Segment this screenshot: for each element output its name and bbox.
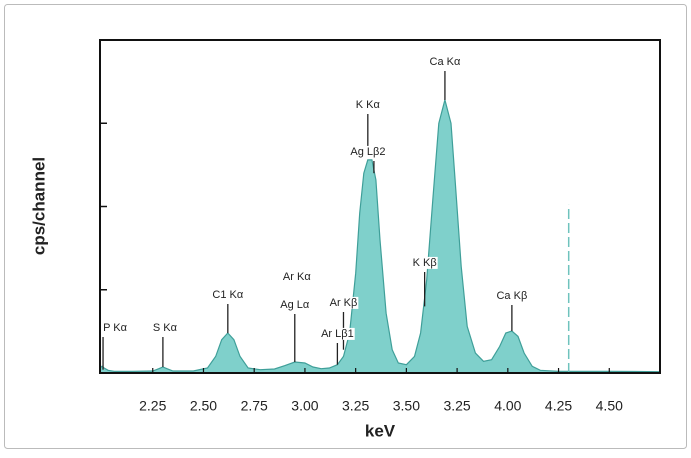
x-tick-label: 2.50 xyxy=(190,398,217,414)
annotation-bg xyxy=(354,98,382,111)
annotation-label: K Kβ xyxy=(413,257,437,269)
annotation-label: Ar Lβ1 xyxy=(321,328,354,340)
y-axis-label: cps/channel xyxy=(29,157,48,255)
x-tick-label: 4.00 xyxy=(494,398,521,414)
annotation-bg xyxy=(279,298,311,311)
annotation-bg xyxy=(151,321,179,334)
annotation-bg xyxy=(428,55,462,68)
x-tick-label: 4.50 xyxy=(596,398,623,414)
annotation-label: Ca Kβ xyxy=(496,290,527,302)
x-tick-label: 3.00 xyxy=(291,398,318,414)
spectrum-line xyxy=(99,97,661,373)
x-tick-label: 3.25 xyxy=(342,398,369,414)
annotation-label: Ar Kβ xyxy=(330,297,358,309)
x-tick-label: 3.50 xyxy=(393,398,420,414)
annotation-bg xyxy=(328,296,359,309)
annotation-label: C1 Kα xyxy=(212,289,243,301)
outer-frame xyxy=(4,4,687,449)
annotation-label: Ar Kα xyxy=(283,271,311,283)
annotation-bg xyxy=(281,270,313,283)
annotation-label: Ca Kα xyxy=(430,56,461,68)
annotation-label: K Kα xyxy=(356,99,381,111)
annotation-bg xyxy=(349,145,387,158)
annotation-label: S Kα xyxy=(153,322,178,334)
annotation-bg xyxy=(102,321,129,334)
annotation-label: Ag Lα xyxy=(280,299,310,311)
annotation-bg xyxy=(211,288,245,301)
spectrum-area xyxy=(100,99,660,374)
annotation-bg xyxy=(411,256,438,269)
x-tick-label: 2.25 xyxy=(139,398,166,414)
x-tick-label: 4.25 xyxy=(545,398,572,414)
annotation-label: Ag Lβ2 xyxy=(350,146,385,158)
x-tick-label: 2.75 xyxy=(241,398,268,414)
annotation-bg xyxy=(320,327,355,340)
x-axis-label: keV xyxy=(365,421,396,440)
annotation-label: P Kα xyxy=(103,322,128,334)
x-tick-label: 3.25 xyxy=(443,398,470,414)
annotation-bg xyxy=(495,289,529,302)
